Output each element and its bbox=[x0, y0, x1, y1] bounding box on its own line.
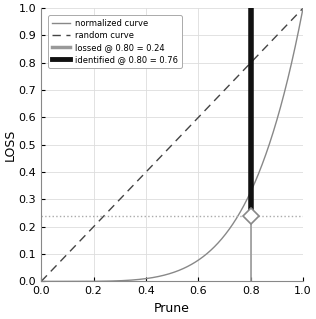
Y-axis label: LOSS: LOSS bbox=[4, 129, 17, 161]
Legend: normalized curve, random curve, lossed @ 0.80 = 0.24, identified @ 0.80 = 0.76: normalized curve, random curve, lossed @… bbox=[48, 15, 182, 68]
X-axis label: Prune: Prune bbox=[154, 302, 190, 315]
